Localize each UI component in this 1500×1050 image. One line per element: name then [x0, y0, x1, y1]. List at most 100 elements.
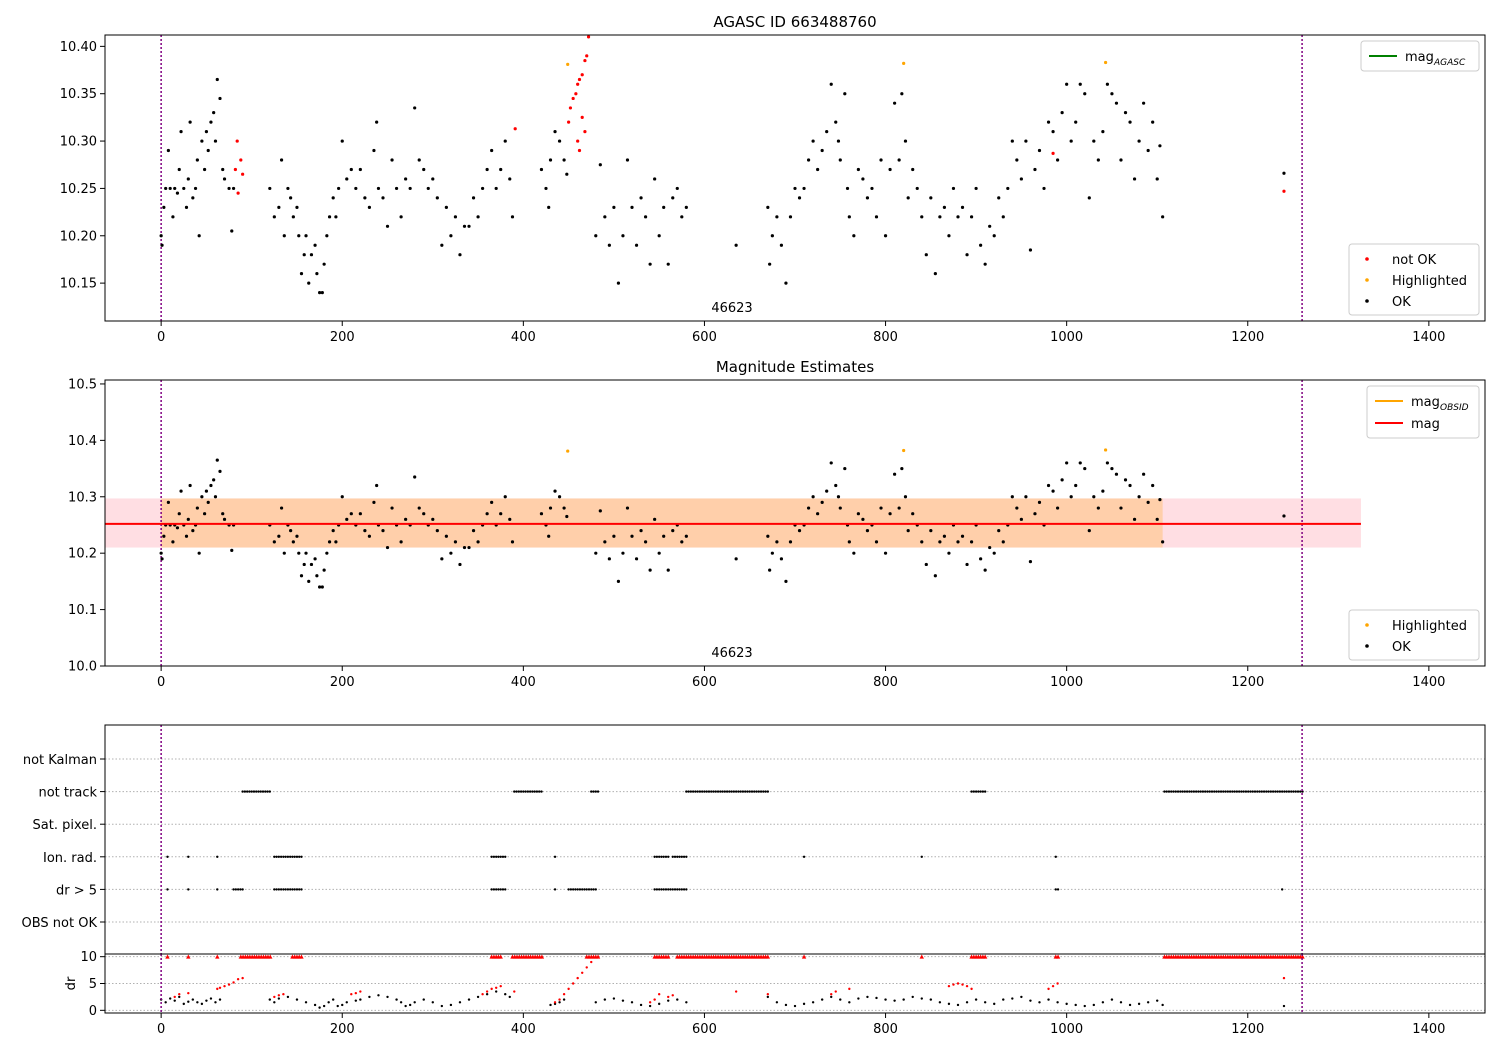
- data-point: [583, 58, 587, 63]
- data-point: [363, 196, 367, 200]
- data-point: [684, 205, 688, 209]
- flag-row-label: Sat. pixel.: [33, 818, 97, 833]
- flag-marker: [1280, 790, 1284, 793]
- data-point: [222, 517, 227, 521]
- dr-point: [422, 998, 425, 1001]
- dr-point: [970, 987, 973, 991]
- data-point: [811, 495, 815, 499]
- flag-marker: [766, 790, 770, 793]
- data-point: [233, 167, 237, 172]
- data-point: [1083, 92, 1087, 96]
- data-point: [825, 129, 829, 134]
- dr-point: [313, 1003, 317, 1007]
- data-point: [177, 167, 181, 172]
- data-point: [349, 512, 353, 516]
- dr-clipped-marker: [498, 954, 503, 959]
- dr-point: [431, 1001, 434, 1004]
- legend-box: [1360, 40, 1480, 72]
- data-point: [1282, 514, 1286, 518]
- data-point: [1123, 111, 1128, 115]
- data-point: [548, 158, 553, 162]
- x-tick-label: 800: [873, 675, 898, 690]
- data-point: [577, 148, 582, 153]
- data-point: [1087, 196, 1091, 200]
- x-tick-label: 0: [157, 330, 165, 345]
- flag-marker: [1285, 790, 1288, 793]
- flag-marker: [1208, 790, 1211, 793]
- dr-point: [268, 998, 272, 1001]
- dr-clipped-marker: [299, 954, 304, 959]
- axes-frame: [104, 34, 1486, 322]
- dr-point: [630, 1001, 634, 1004]
- data-point: [385, 224, 390, 228]
- flag-marker: [664, 855, 668, 858]
- data-point: [568, 106, 573, 110]
- data-point: [947, 234, 951, 238]
- data-point: [1001, 215, 1005, 219]
- data-point: [376, 186, 381, 191]
- data-point: [453, 540, 458, 544]
- data-point: [576, 139, 580, 143]
- data-point: [282, 234, 286, 238]
- data-point: [297, 551, 301, 555]
- flag-marker: [574, 888, 577, 891]
- dr-point: [1282, 1004, 1286, 1008]
- data-point: [1074, 483, 1078, 488]
- data-point: [1065, 82, 1069, 86]
- data-point: [209, 483, 213, 488]
- flag-marker: [696, 790, 699, 793]
- dr-point: [802, 1002, 806, 1006]
- flag-marker: [753, 790, 756, 793]
- data-point: [956, 540, 960, 544]
- dr-point: [404, 1004, 407, 1008]
- data-point: [337, 186, 341, 191]
- flag-marker: [540, 790, 543, 793]
- flag-marker: [282, 888, 285, 891]
- data-point: [539, 512, 544, 516]
- x-tick-label: 1200: [1231, 330, 1264, 345]
- dr-point: [830, 995, 833, 999]
- flag-marker: [1165, 790, 1168, 793]
- data-point: [942, 534, 947, 538]
- data-point: [230, 548, 234, 552]
- data-point: [734, 243, 738, 247]
- data-point: [313, 557, 317, 561]
- data-point: [883, 234, 888, 238]
- flag-marker: [757, 790, 760, 793]
- dr-point: [359, 998, 362, 1001]
- data-point: [997, 529, 1001, 533]
- flag-marker: [655, 888, 659, 891]
- data-point: [565, 172, 569, 176]
- data-point: [313, 243, 317, 247]
- data-point: [171, 540, 175, 544]
- data-point: [639, 196, 643, 200]
- dr-point: [173, 995, 176, 999]
- flag-marker: [571, 888, 575, 891]
- dr-point: [408, 1003, 412, 1007]
- dr-point: [354, 991, 358, 995]
- flag-marker: [241, 790, 244, 793]
- dr-point: [1146, 1001, 1150, 1004]
- x-tick-label: 1000: [1050, 675, 1083, 690]
- flag-marker: [673, 855, 677, 858]
- flag-marker: [1240, 790, 1243, 793]
- dr-point: [377, 994, 380, 997]
- data-point: [222, 177, 227, 181]
- data-point: [1010, 495, 1014, 499]
- flag-marker: [743, 790, 747, 793]
- flag-marker: [673, 888, 677, 891]
- data-point: [770, 551, 774, 555]
- flag-marker: [1278, 790, 1282, 793]
- dr-point: [893, 999, 896, 1002]
- flag-marker: [261, 790, 265, 793]
- data-point: [367, 534, 372, 538]
- data-point: [845, 186, 850, 191]
- flag-marker: [275, 855, 278, 858]
- data-point: [1282, 189, 1286, 193]
- data-point: [171, 215, 175, 219]
- data-point: [576, 82, 580, 86]
- data-point: [309, 253, 314, 257]
- flag-marker: [236, 888, 240, 891]
- data-point: [404, 517, 408, 521]
- dr-point: [485, 993, 489, 996]
